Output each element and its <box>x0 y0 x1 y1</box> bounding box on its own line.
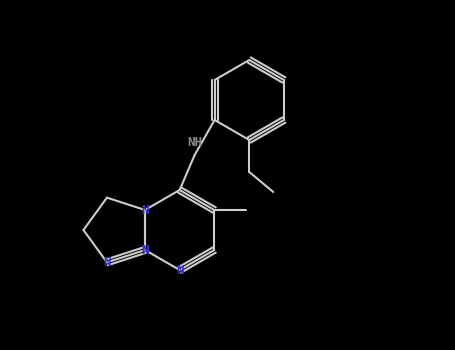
Text: N: N <box>141 244 149 257</box>
Text: N: N <box>141 203 149 217</box>
Text: NH: NH <box>187 136 202 149</box>
Text: N: N <box>141 244 149 257</box>
Text: N: N <box>103 256 111 269</box>
Text: N: N <box>176 264 183 276</box>
